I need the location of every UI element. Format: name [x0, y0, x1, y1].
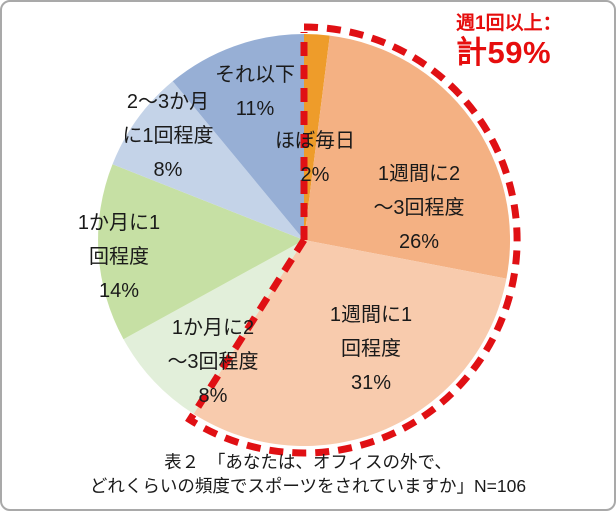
chart-caption: 表２ 「あなたは、オフィスの外で、 どれくらいの頻度でスポーツをされていますか」… — [2, 450, 614, 498]
pie-slice-2pct — [304, 33, 330, 240]
highlight-dashed-outline — [185, 23, 521, 457]
caption-line-2: どれくらいの頻度でスポーツをされていますか」N=106 — [89, 476, 527, 496]
annotation-total: 計59% — [456, 35, 552, 70]
pie-slice-26pct — [304, 35, 511, 279]
pie-slice-31pct — [193, 240, 507, 447]
annotation-title: 週1回以上： — [456, 13, 562, 34]
pie-slice-8pct — [123, 240, 304, 414]
caption-line-1: 表２ 「あなたは、オフィスの外で、 — [164, 452, 452, 472]
pie-slice-8pct — [112, 81, 304, 240]
highlight-annotation: 週1回以上： 計59% — [456, 12, 562, 70]
pie-slice-14pct — [98, 164, 304, 340]
pie-slice-11pct — [172, 34, 304, 240]
